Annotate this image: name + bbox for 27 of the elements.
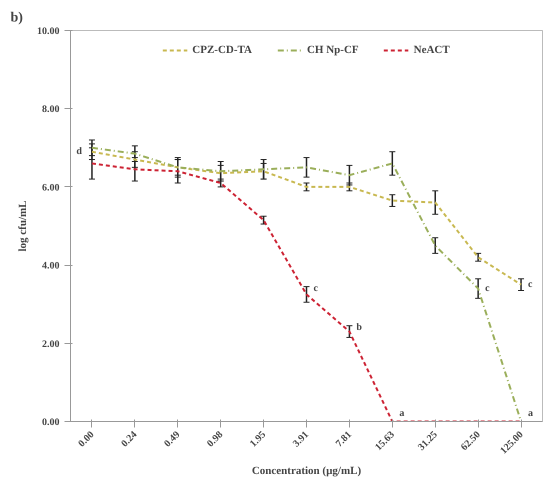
x-tick-label: 1.95	[248, 429, 268, 450]
y-tick-label: 6.00	[42, 182, 60, 194]
y-tick-label: 10.00	[37, 26, 60, 37]
annotation: a	[399, 408, 404, 420]
annotation: a	[528, 408, 534, 420]
legend-label: CPZ-CD-TA	[192, 44, 252, 56]
legend-label: CH Np-CF	[306, 44, 359, 56]
annotation: c	[485, 283, 490, 294]
x-tick-label: 7.81	[334, 429, 354, 450]
y-tick-label: 2.00	[42, 338, 60, 350]
annotation: d	[76, 146, 82, 158]
x-tick-label: 0.24	[119, 429, 140, 450]
line-series	[90, 150, 522, 286]
legend-label: NeACT	[414, 44, 450, 56]
x-axis-title: Concentration (µg/mL)	[252, 464, 362, 477]
annotation: b	[356, 322, 362, 334]
annotation: c	[314, 283, 318, 294]
x-tick-label: 0.00	[76, 429, 97, 450]
y-tick-label: 8.00	[42, 104, 60, 116]
x-tick-label: 0.98	[205, 429, 226, 450]
x-tick-label: 0.49	[162, 429, 182, 450]
text: b)	[10, 10, 24, 26]
annotation: c	[528, 279, 534, 290]
y-tick-label: 0.00	[42, 417, 60, 428]
y-tick-label: 4.00	[42, 260, 60, 272]
y-axis-title: log cfu/mL	[17, 200, 29, 252]
x-tick-label: 3.91	[290, 429, 312, 450]
